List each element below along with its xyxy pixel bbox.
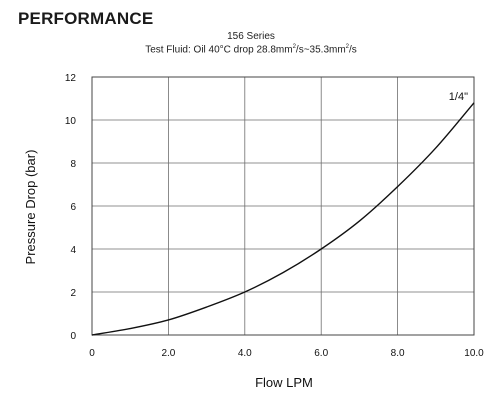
page-title: PERFORMANCE: [18, 9, 154, 28]
y-tick-label: 0: [70, 331, 76, 342]
test-fluid-caption: Test Fluid: Oil 40°C drop 28.8mm2/s~35.3…: [0, 44, 502, 55]
series-line: [91, 102, 475, 336]
x-tick-label: 0: [89, 348, 95, 359]
y-tick-label: 6: [70, 202, 76, 213]
x-tick-label: 4.0: [238, 348, 252, 359]
series: 1/4": [91, 91, 475, 336]
plot-frame: [91, 76, 475, 336]
y-tick-label: 4: [70, 245, 76, 256]
unit-exponent-2: 2: [345, 44, 350, 50]
chart-series-caption: 156 Series: [227, 31, 275, 42]
series-label: 1/4": [449, 91, 468, 103]
x-tick-label: 6.0: [314, 348, 328, 359]
test-fluid-text-2: /s~35.3mm: [295, 44, 346, 56]
y-tick-label: 12: [65, 73, 77, 84]
grid: [91, 76, 475, 336]
tick-labels: 0 2.0 4.0 6.0 8.0 10.0 0 2 4 6 8 10 12: [65, 73, 484, 359]
x-tick-label: 8.0: [391, 348, 405, 359]
y-tick-label: 10: [65, 116, 77, 127]
test-fluid-text-1: Test Fluid: Oil 40°C drop 28.8mm: [145, 44, 293, 56]
test-fluid-text-3: /s: [349, 44, 357, 56]
y-axis-title: Pressure Drop (bar): [23, 150, 38, 265]
y-tick-label: 2: [70, 288, 76, 299]
x-tick-label: 10.0: [464, 348, 484, 359]
x-tick-label: 2.0: [161, 348, 175, 359]
y-tick-label: 8: [70, 159, 76, 170]
unit-exponent-1: 2: [292, 44, 296, 50]
x-axis-title: Flow LPM: [255, 375, 313, 390]
